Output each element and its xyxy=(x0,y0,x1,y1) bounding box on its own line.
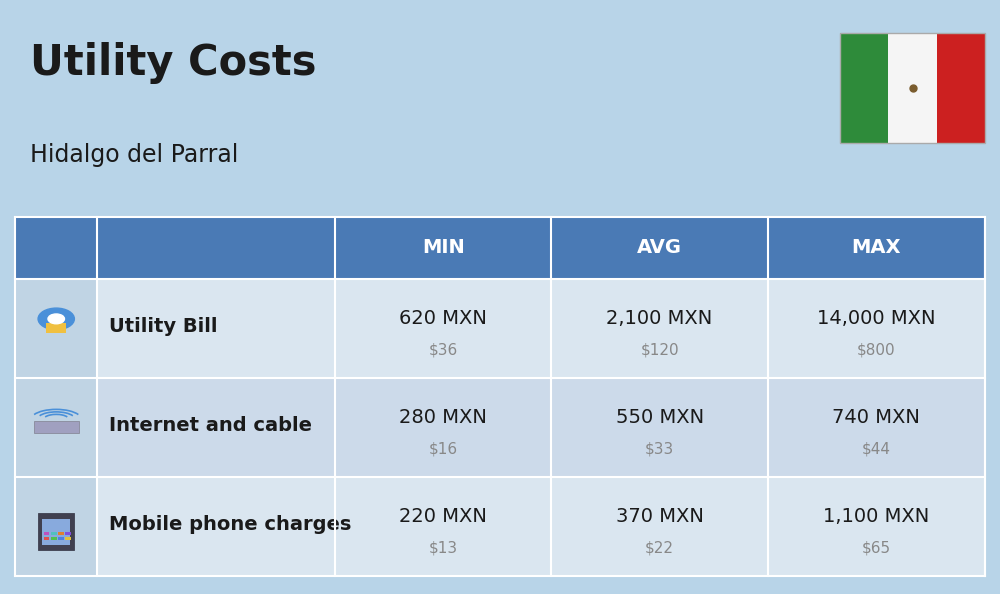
Text: Hidalgo del Parral: Hidalgo del Parral xyxy=(30,143,238,166)
Text: $36: $36 xyxy=(429,343,458,358)
Bar xyxy=(65,537,71,541)
Bar xyxy=(97,477,335,576)
Bar xyxy=(58,537,64,541)
Text: $120: $120 xyxy=(640,343,679,358)
Bar xyxy=(44,537,49,541)
Bar xyxy=(44,532,49,535)
Text: $16: $16 xyxy=(429,442,458,457)
Text: 620 MXN: 620 MXN xyxy=(399,309,487,328)
Bar xyxy=(34,421,79,432)
Bar xyxy=(97,217,335,279)
Bar xyxy=(38,513,74,550)
Bar xyxy=(551,217,768,279)
Bar xyxy=(51,532,57,535)
Text: 280 MXN: 280 MXN xyxy=(399,408,487,427)
Text: 370 MXN: 370 MXN xyxy=(616,507,704,526)
Bar xyxy=(15,477,97,576)
Bar xyxy=(42,519,70,545)
Bar xyxy=(551,378,768,477)
Bar xyxy=(551,477,768,576)
Text: 220 MXN: 220 MXN xyxy=(399,507,487,526)
Text: 1,100 MXN: 1,100 MXN xyxy=(823,507,929,526)
Text: Mobile phone charges: Mobile phone charges xyxy=(109,515,352,534)
Text: $33: $33 xyxy=(645,442,674,457)
Text: Internet and cable: Internet and cable xyxy=(109,416,312,435)
Bar xyxy=(551,279,768,378)
Bar xyxy=(768,217,985,279)
Circle shape xyxy=(38,308,74,330)
Bar xyxy=(335,378,551,477)
Bar xyxy=(58,532,64,535)
Text: $65: $65 xyxy=(862,541,891,556)
Bar xyxy=(97,279,335,378)
Text: Utility Bill: Utility Bill xyxy=(109,317,218,336)
Bar xyxy=(15,378,97,477)
Bar xyxy=(335,477,551,576)
Bar xyxy=(937,33,985,143)
Text: MIN: MIN xyxy=(422,239,465,257)
Text: $800: $800 xyxy=(857,343,896,358)
Text: AVG: AVG xyxy=(637,239,682,257)
Text: 740 MXN: 740 MXN xyxy=(832,408,920,427)
Bar xyxy=(768,378,985,477)
Text: MAX: MAX xyxy=(852,239,901,257)
Bar xyxy=(46,323,66,333)
Text: 550 MXN: 550 MXN xyxy=(616,408,704,427)
Bar xyxy=(65,532,71,535)
Bar xyxy=(15,279,97,378)
Bar xyxy=(888,33,937,143)
Bar xyxy=(97,378,335,477)
Bar xyxy=(15,217,97,279)
Circle shape xyxy=(48,314,64,324)
Text: 14,000 MXN: 14,000 MXN xyxy=(817,309,936,328)
Text: 2,100 MXN: 2,100 MXN xyxy=(606,309,713,328)
Bar xyxy=(840,33,888,143)
Bar xyxy=(840,33,985,143)
Bar xyxy=(335,279,551,378)
Bar xyxy=(335,217,551,279)
Text: Utility Costs: Utility Costs xyxy=(30,42,316,84)
Text: $13: $13 xyxy=(429,541,458,556)
Text: $44: $44 xyxy=(862,442,891,457)
Bar xyxy=(51,537,57,541)
Text: $22: $22 xyxy=(645,541,674,556)
Bar xyxy=(768,477,985,576)
Bar xyxy=(768,279,985,378)
